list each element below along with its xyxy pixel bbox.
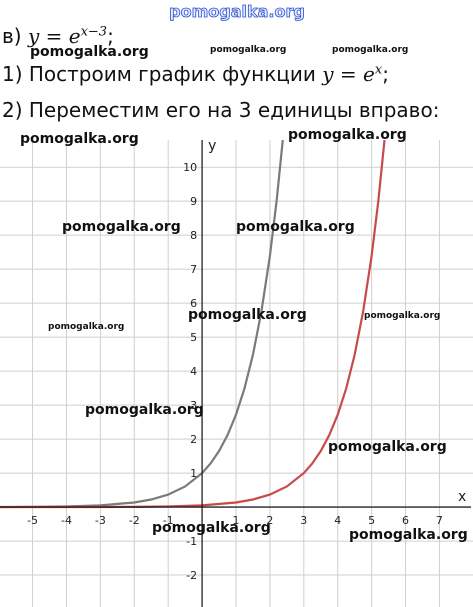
y-tick-label: 8 xyxy=(190,229,197,242)
watermark: pomogalka.org xyxy=(288,127,407,143)
label: 2) Переместим его на 3 единицы вправо: xyxy=(2,98,440,122)
watermark: pomogalka.org xyxy=(20,131,139,147)
y-tick-label: 10 xyxy=(183,161,197,174)
y-tick-label: 1 xyxy=(190,467,197,480)
exponent: x xyxy=(374,62,383,78)
x-tick-label: -1 xyxy=(163,514,174,527)
watermark: pomogalka.org xyxy=(236,219,355,235)
x-tick-label: 3 xyxy=(300,514,307,527)
x-tick-label: -5 xyxy=(27,514,38,527)
label: в) xyxy=(2,24,22,48)
x-tick-label: 1 xyxy=(232,514,239,527)
end: ; xyxy=(107,24,114,48)
site-watermark: pomogalka.org xyxy=(169,2,305,21)
y-tick-label: -1 xyxy=(186,535,197,548)
x-tick-label: -3 xyxy=(95,514,106,527)
watermark: pomogalka.org xyxy=(152,520,271,536)
y-tick-label: 4 xyxy=(190,365,197,378)
watermark: pomogalka.org xyxy=(349,527,468,543)
y-axis-label: y xyxy=(208,138,216,154)
x-tick-label: 6 xyxy=(402,514,409,527)
x-tick-label: 7 xyxy=(436,514,443,527)
end: ; xyxy=(382,62,389,86)
formula: y = e xyxy=(27,24,81,48)
y-tick-label: 3 xyxy=(190,399,197,412)
y-tick-label: 9 xyxy=(190,195,197,208)
watermark: pomogalka.org xyxy=(48,322,124,332)
x-tick-label: 4 xyxy=(334,514,341,527)
x-tick-label: 5 xyxy=(368,514,375,527)
watermark: pomogalka.org xyxy=(210,45,286,55)
step-line: 1) Построим график функции y = ex; xyxy=(2,62,389,86)
x-tick-label: 2 xyxy=(266,514,273,527)
task-line: в) y = ex−3; xyxy=(2,24,114,48)
y-tick-label: -2 xyxy=(186,569,197,582)
watermark: pomogalka.org xyxy=(188,307,307,323)
watermark: pomogalka.org xyxy=(62,219,181,235)
label: 1) Построим график функции xyxy=(2,62,316,86)
y-tick-label: 6 xyxy=(190,297,197,310)
curve xyxy=(0,140,284,509)
step-line: 2) Переместим его на 3 единицы вправо: xyxy=(2,98,439,122)
watermark: pomogalka.org xyxy=(364,311,440,321)
watermark: pomogalka.org xyxy=(85,402,204,418)
x-axis-label: x xyxy=(458,489,466,505)
y-tick-label: 7 xyxy=(190,263,197,276)
formula: y = e xyxy=(322,62,375,86)
watermark: pomogalka.org xyxy=(328,439,447,455)
y-tick-label: 5 xyxy=(190,331,197,344)
watermark: pomogalka.org xyxy=(332,45,408,55)
y-tick-label: 2 xyxy=(190,433,197,446)
exponent: x−3 xyxy=(80,24,108,40)
x-tick-label: -4 xyxy=(61,514,72,527)
curve xyxy=(0,140,386,509)
watermark: pomogalka.org xyxy=(30,44,149,60)
x-tick-label: -2 xyxy=(129,514,140,527)
